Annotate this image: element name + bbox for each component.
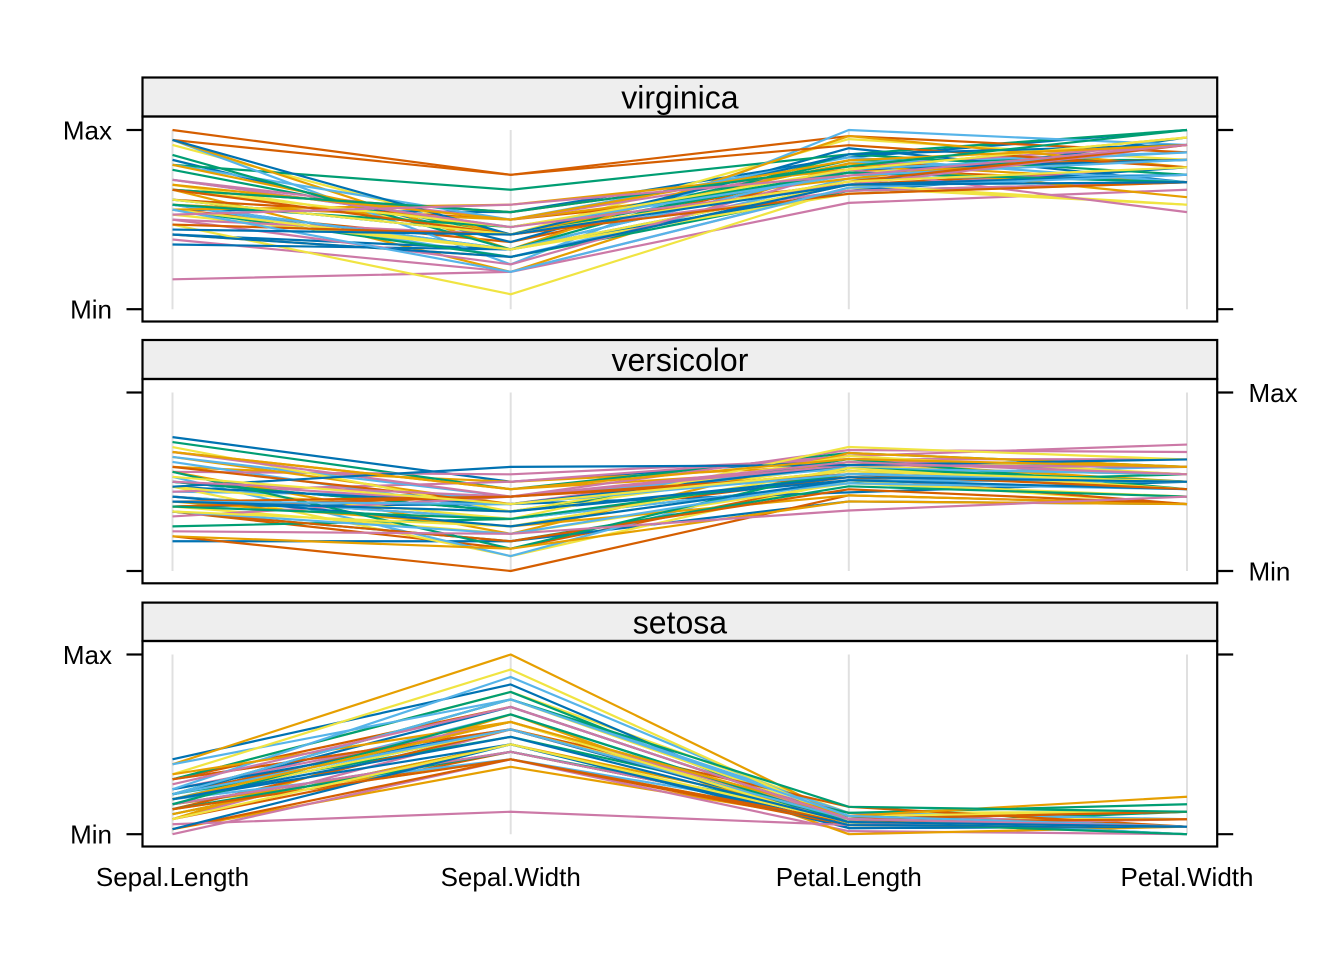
svg-text:Sepal.Length: Sepal.Length xyxy=(96,862,249,892)
svg-text:virginica: virginica xyxy=(621,80,739,116)
svg-text:Max: Max xyxy=(1249,378,1298,408)
svg-text:Max: Max xyxy=(63,115,112,145)
svg-text:Petal.Length: Petal.Length xyxy=(776,862,922,892)
svg-text:Min: Min xyxy=(70,295,112,325)
svg-text:Sepal.Width: Sepal.Width xyxy=(441,862,581,892)
svg-text:Max: Max xyxy=(63,640,112,670)
svg-text:Min: Min xyxy=(70,820,112,850)
svg-text:Min: Min xyxy=(1249,556,1291,586)
svg-text:Petal.Width: Petal.Width xyxy=(1121,862,1254,892)
svg-text:versicolor: versicolor xyxy=(611,342,748,378)
svg-text:setosa: setosa xyxy=(633,604,727,640)
